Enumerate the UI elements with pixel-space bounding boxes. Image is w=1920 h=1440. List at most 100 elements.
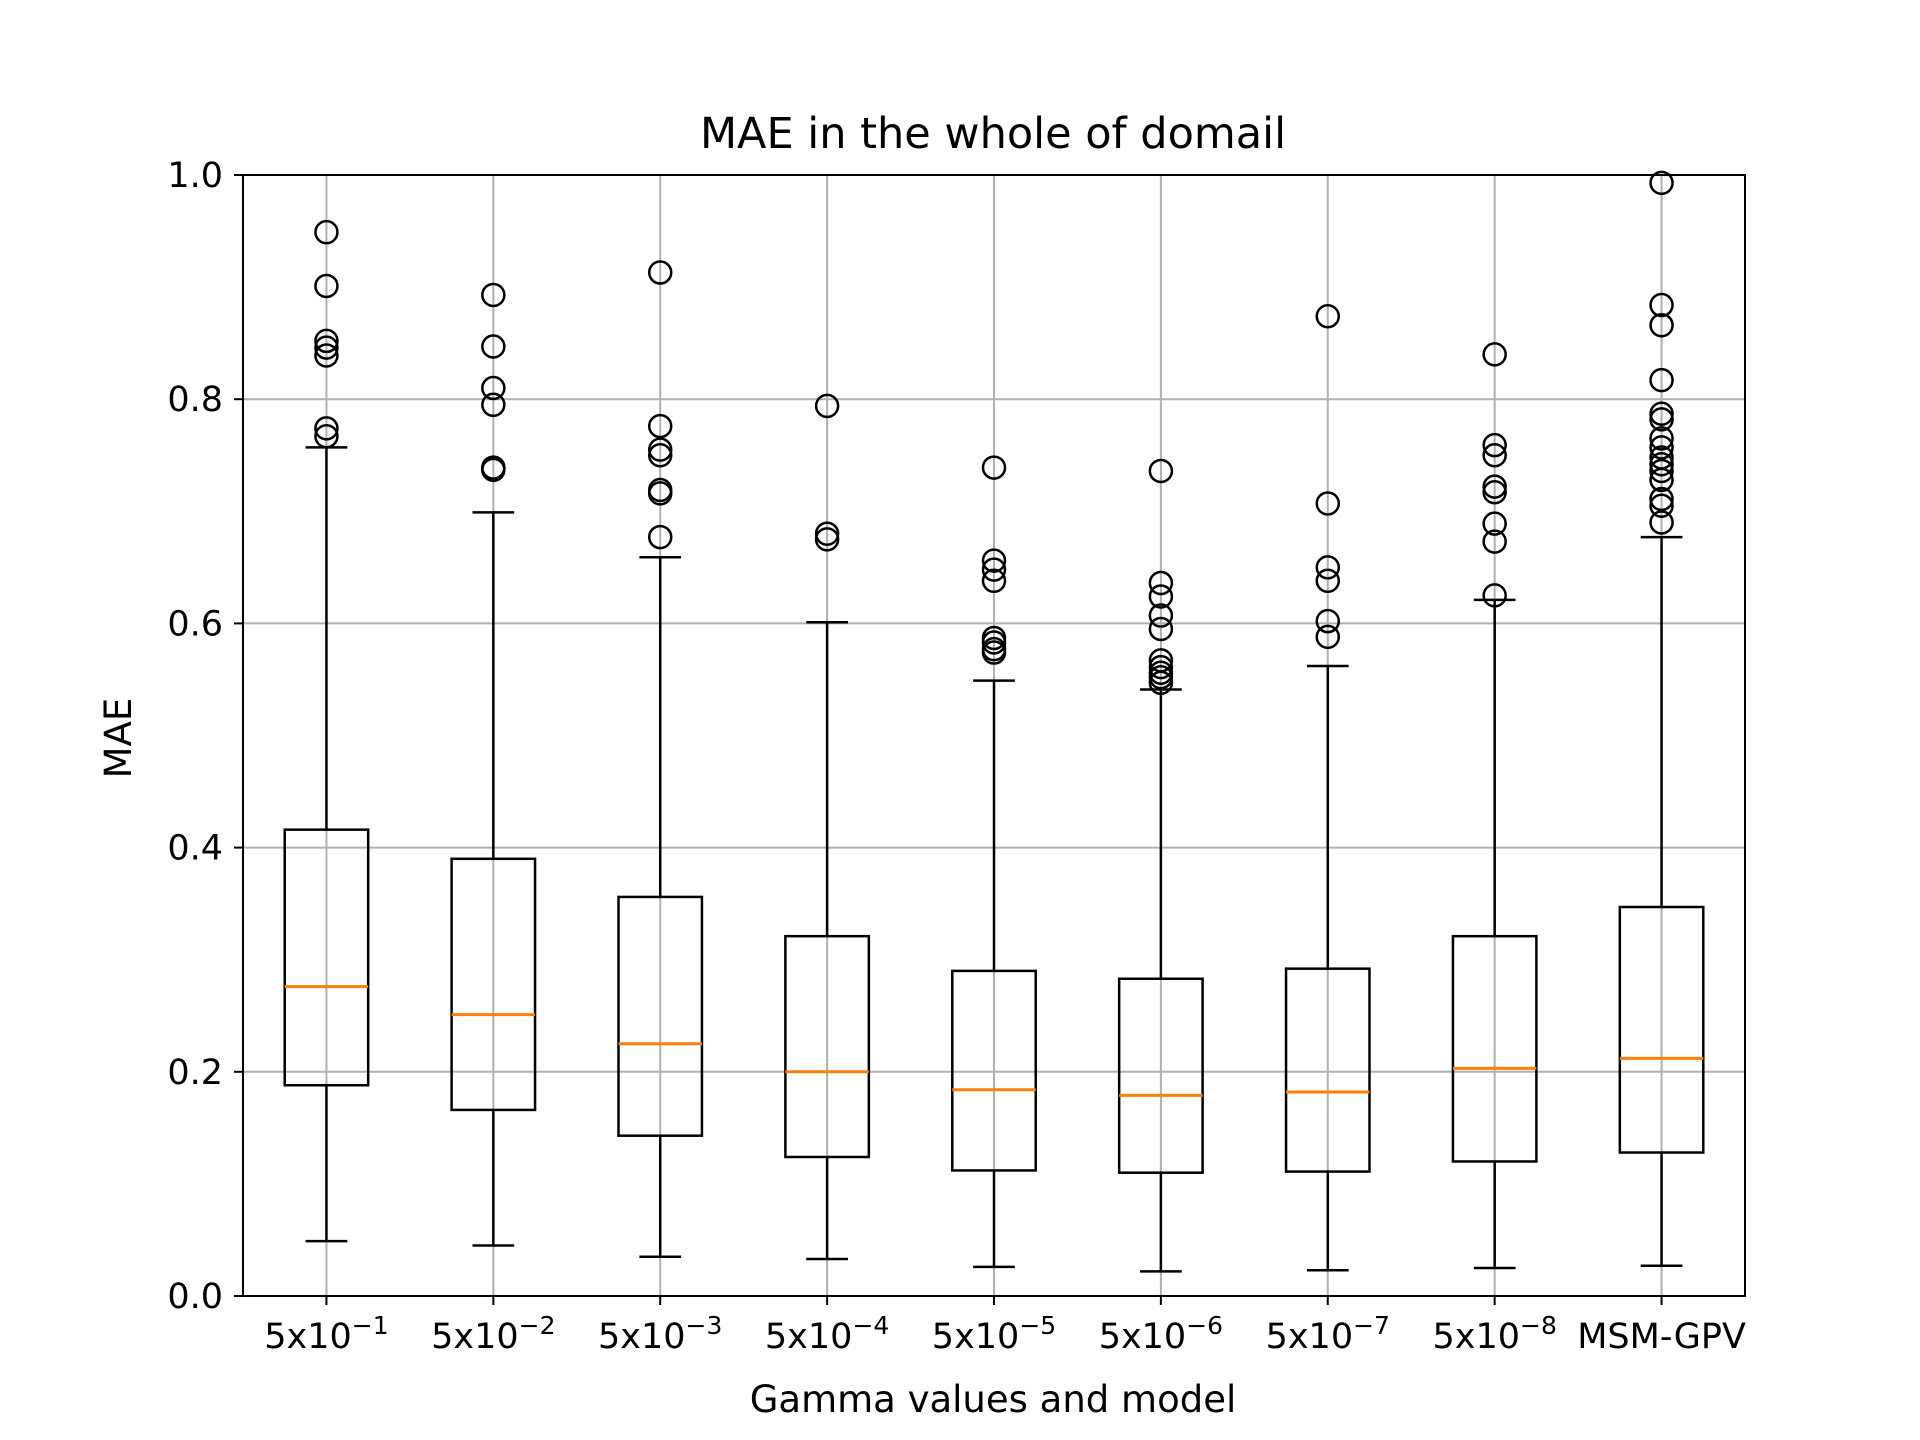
iqr-box	[617, 895, 704, 1137]
outlier-point	[981, 557, 1007, 582]
y-tick-label: 0.4	[167, 829, 223, 869]
outlier-point	[314, 343, 339, 368]
outlier-point	[647, 443, 673, 468]
x-tick-label-exponent: −1	[352, 1311, 389, 1340]
outlier-point	[1649, 401, 1674, 427]
x-tick-label-base: 5x10	[1099, 1317, 1187, 1357]
box-item	[784, 393, 871, 1261]
x-tick-label-exponent: −3	[686, 1311, 723, 1340]
box-item	[617, 260, 704, 1259]
outlier-point	[1315, 555, 1341, 580]
outlier-point	[1482, 511, 1507, 536]
outlier-point	[481, 282, 506, 308]
outlier-point	[1148, 616, 1174, 642]
outlier-point	[981, 548, 1007, 573]
iqr-box	[283, 828, 370, 1087]
outlier-point	[647, 260, 673, 285]
box-item	[283, 219, 370, 1243]
outlier-point	[647, 413, 673, 439]
x-tick-label-base: 5x10	[1266, 1317, 1354, 1357]
outlier-point	[314, 423, 339, 449]
iqr-box	[1451, 934, 1538, 1163]
x-tick-label-exponent: −6	[1186, 1311, 1223, 1340]
outlier-point	[1148, 664, 1174, 690]
outlier-point	[1482, 479, 1507, 505]
outlier-point	[481, 334, 506, 359]
outlier-point	[1148, 603, 1174, 628]
outlier-point	[981, 640, 1007, 665]
outlier-point	[314, 416, 339, 441]
outlier-point	[1482, 529, 1507, 554]
outlier-point	[1649, 451, 1674, 477]
outlier-point	[814, 393, 840, 419]
box-series	[283, 170, 1705, 1273]
x-tick-label: 5x10−8	[1432, 1311, 1556, 1357]
outlier-point	[1649, 292, 1674, 318]
y-tick-label: 0.2	[167, 1053, 223, 1093]
outlier-point	[1148, 584, 1174, 609]
x-tick-label-exponent: −5	[1019, 1311, 1056, 1340]
outlier-point	[1148, 458, 1174, 484]
y-axis-label: MAE	[97, 698, 140, 779]
x-tick-label-base: 5x10	[932, 1317, 1020, 1357]
outlier-point	[1649, 435, 1674, 460]
box-item	[951, 455, 1037, 1269]
x-tick-label-base: 5x10	[765, 1317, 853, 1357]
y-tick-label: 1.0	[167, 156, 223, 196]
outlier-point	[1649, 486, 1674, 512]
x-tick-label-exponent: −4	[852, 1311, 889, 1340]
y-tick-label: 0.0	[167, 1277, 223, 1317]
outlier-point	[1315, 303, 1341, 329]
outlier-point	[314, 328, 339, 354]
x-tick-label-base: MSM-GPV	[1577, 1317, 1746, 1357]
outlier-point	[1649, 510, 1674, 535]
outlier-point	[1148, 570, 1174, 596]
x-tick-label: 5x10−1	[264, 1311, 388, 1357]
x-tick-label-base: 5x10	[431, 1317, 519, 1357]
outlier-point	[647, 524, 673, 550]
x-tick-label: 5x10−3	[598, 1311, 722, 1357]
outlier-point	[1482, 342, 1507, 367]
outlier-point	[1649, 367, 1674, 393]
box-item	[1618, 170, 1705, 1267]
outlier-point	[814, 521, 840, 546]
x-tick-label: 5x10−6	[1099, 1311, 1223, 1357]
x-tick-label: MSM-GPV	[1577, 1317, 1746, 1357]
outlier-point	[1482, 474, 1507, 499]
x-tick-label-base: 5x10	[1432, 1317, 1520, 1357]
outlier-point	[981, 455, 1007, 480]
iqr-box	[784, 934, 871, 1159]
x-tick-label-exponent: −7	[1353, 1311, 1390, 1340]
outlier-point	[647, 437, 673, 462]
outlier-point	[1148, 654, 1174, 680]
outlier-point	[981, 630, 1007, 655]
x-tick-label-base: 5x10	[598, 1317, 686, 1357]
x-tick-label-exponent: −2	[519, 1311, 556, 1340]
iqr-box	[951, 969, 1037, 1172]
outlier-point	[1482, 432, 1507, 458]
iqr-box	[1284, 967, 1371, 1173]
outlier-point	[1649, 426, 1674, 451]
outlier-point	[481, 457, 506, 483]
box-item	[1284, 303, 1371, 1272]
outlier-point	[314, 335, 339, 360]
box-item	[1117, 458, 1204, 1273]
x-tick-label: 5x10−2	[431, 1311, 555, 1357]
outlier-point	[1315, 608, 1341, 634]
iqr-box	[1117, 977, 1204, 1174]
outlier-point	[1315, 568, 1341, 594]
outlier-point	[1649, 407, 1674, 432]
outlier-point	[314, 273, 339, 299]
box-item	[1451, 342, 1538, 1270]
outlier-point	[481, 375, 506, 401]
outlier-point	[1315, 624, 1341, 650]
outlier-point	[314, 219, 339, 245]
outlier-point	[1649, 467, 1674, 493]
outlier-point	[1482, 443, 1507, 468]
chart-title: MAE in the whole of domail	[700, 109, 1286, 159]
x-tick-label: 5x10−4	[765, 1311, 889, 1357]
outlier-point	[647, 481, 673, 506]
outlier-point	[981, 568, 1007, 594]
